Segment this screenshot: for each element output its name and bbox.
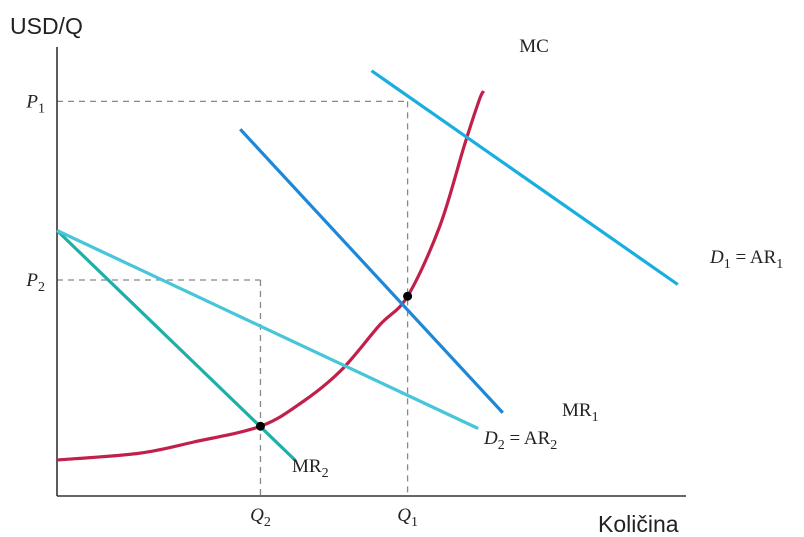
label-d2-ar2: D2 = AR2 <box>483 428 557 453</box>
y-tick-label-1: P2 <box>25 270 45 295</box>
curve-labels: MC MR1 D1 = AR1 MR2 D2 = AR2 <box>292 36 783 481</box>
series-mr2 <box>55 229 297 462</box>
intersection-points <box>255 291 413 431</box>
series-d2-ar2 <box>56 229 479 430</box>
label-mc: MC <box>519 36 549 57</box>
series <box>55 69 679 462</box>
x-axis-title: Količina <box>598 511 679 537</box>
label-mr2: MR2 <box>292 456 329 481</box>
series-mr1 <box>239 128 504 414</box>
y-axis-title: USD/Q <box>10 13 83 39</box>
y-tick-label-0: P1 <box>25 91 45 116</box>
x-tick-label-1: Q1 <box>397 505 418 530</box>
x-tick-label-0: Q2 <box>250 505 271 530</box>
tick-labels: Q2 Q1 P1 P2 <box>25 91 418 530</box>
axes <box>56 47 686 497</box>
label-d1-ar1: D1 = AR1 <box>709 247 783 272</box>
guide-lines <box>57 100 409 496</box>
series-d1-ar1 <box>370 69 679 286</box>
intersection-point-0 <box>255 421 265 431</box>
intersection-point-1 <box>403 291 413 301</box>
series-mc <box>56 90 486 462</box>
label-mr1: MR1 <box>562 400 599 425</box>
